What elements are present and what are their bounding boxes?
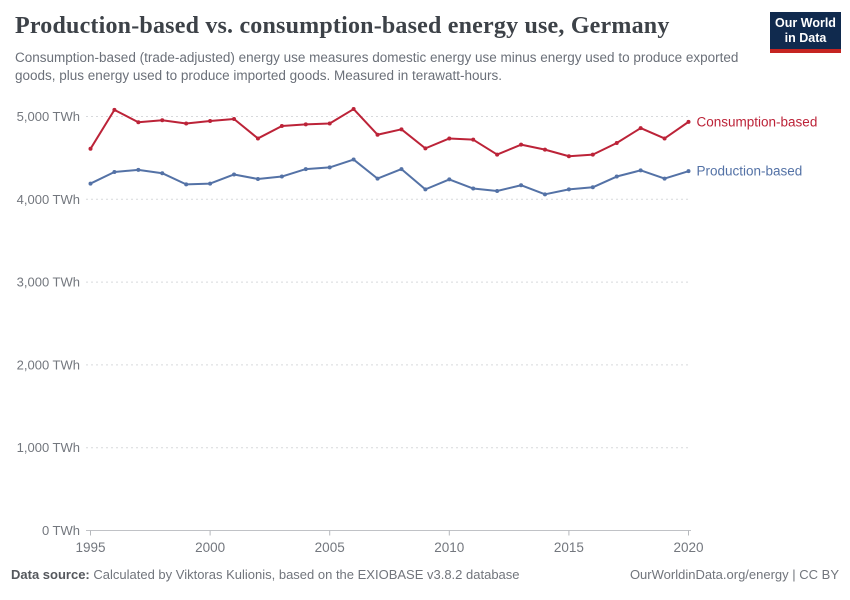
series-line-consumption-based [89,108,690,158]
credit-link[interactable]: OurWorldinData.org/energy | CC BY [629,567,839,582]
data-point [184,182,189,187]
series-line-production-based [89,158,690,196]
data-point [136,167,141,172]
data-point [447,136,452,141]
y-axis-tick-label: 1,000 TWh [17,440,80,455]
x-axis-tick-label: 2005 [315,540,345,555]
data-point [160,171,165,176]
data-point [662,176,667,181]
data-point [112,169,117,174]
data-point [423,146,428,151]
y-axis-tick-label: 4,000 TWh [17,192,80,207]
data-source-text: Calculated by Viktoras Kulionis, based o… [93,567,520,582]
data-point [232,172,237,177]
data-point [136,120,141,125]
y-axis-tick-label: 5,000 TWh [17,109,80,124]
data-point [279,124,284,129]
data-point [614,140,619,145]
data-point [88,146,93,151]
data-point [88,181,93,186]
data-source-label: Data source: [11,567,90,582]
data-point [255,177,260,182]
data-point [495,152,500,157]
data-point [519,183,524,188]
data-point [351,107,356,112]
data-point [614,174,619,179]
data-point [279,174,284,179]
data-point [208,181,213,186]
series-end-label: Consumption-based [697,114,818,129]
data-point [399,167,404,172]
chart-title: Production-based vs. consumption-based e… [15,13,670,39]
owid-logo[interactable]: Our World in Data [770,12,841,53]
data-point [327,165,332,170]
data-point [303,122,308,127]
data-point [232,116,237,121]
data-point [351,157,356,162]
data-point [662,136,667,141]
logo-text-line2: in Data [784,30,827,45]
data-point [638,126,643,131]
data-point [447,177,452,182]
data-point [399,127,404,132]
x-axis-tick-label: 2010 [434,540,464,555]
data-point [566,187,571,192]
x-axis-tick-label: 2000 [195,540,225,555]
x-axis-tick-label: 2020 [673,540,703,555]
data-point [303,167,308,172]
data-point [255,136,260,141]
chart-footer: Data source: Calculated by Viktoras Kuli… [11,567,839,582]
data-point [327,121,332,126]
logo-text-line1: Our World [775,16,836,30]
data-point [590,185,595,190]
data-point [471,186,476,191]
data-point [423,187,428,192]
data-point [471,137,476,142]
data-point [590,152,595,157]
y-axis-tick-label: 0 TWh [42,523,80,538]
data-point [686,119,691,124]
data-point [542,147,547,152]
data-point [112,107,117,112]
x-axis-tick-label: 1995 [75,540,105,555]
chart-header: Production-based vs. consumption-based e… [15,13,755,84]
y-axis-tick-label: 3,000 TWh [17,275,80,290]
data-point [686,169,691,174]
chart-subtitle: Consumption-based (trade-adjusted) energ… [15,50,739,83]
data-point [208,119,213,124]
data-source: Data source: Calculated by Viktoras Kuli… [11,567,520,582]
data-point [566,154,571,159]
data-point [519,142,524,147]
data-point [542,192,547,197]
data-point [160,118,165,123]
data-point [184,121,189,126]
data-point [375,132,380,137]
x-axis-tick-label: 2015 [554,540,584,555]
y-axis-tick-label: 2,000 TWh [17,357,80,372]
series-end-label: Production-based [697,164,803,179]
data-point [375,176,380,181]
data-point [495,189,500,194]
data-point [638,168,643,173]
